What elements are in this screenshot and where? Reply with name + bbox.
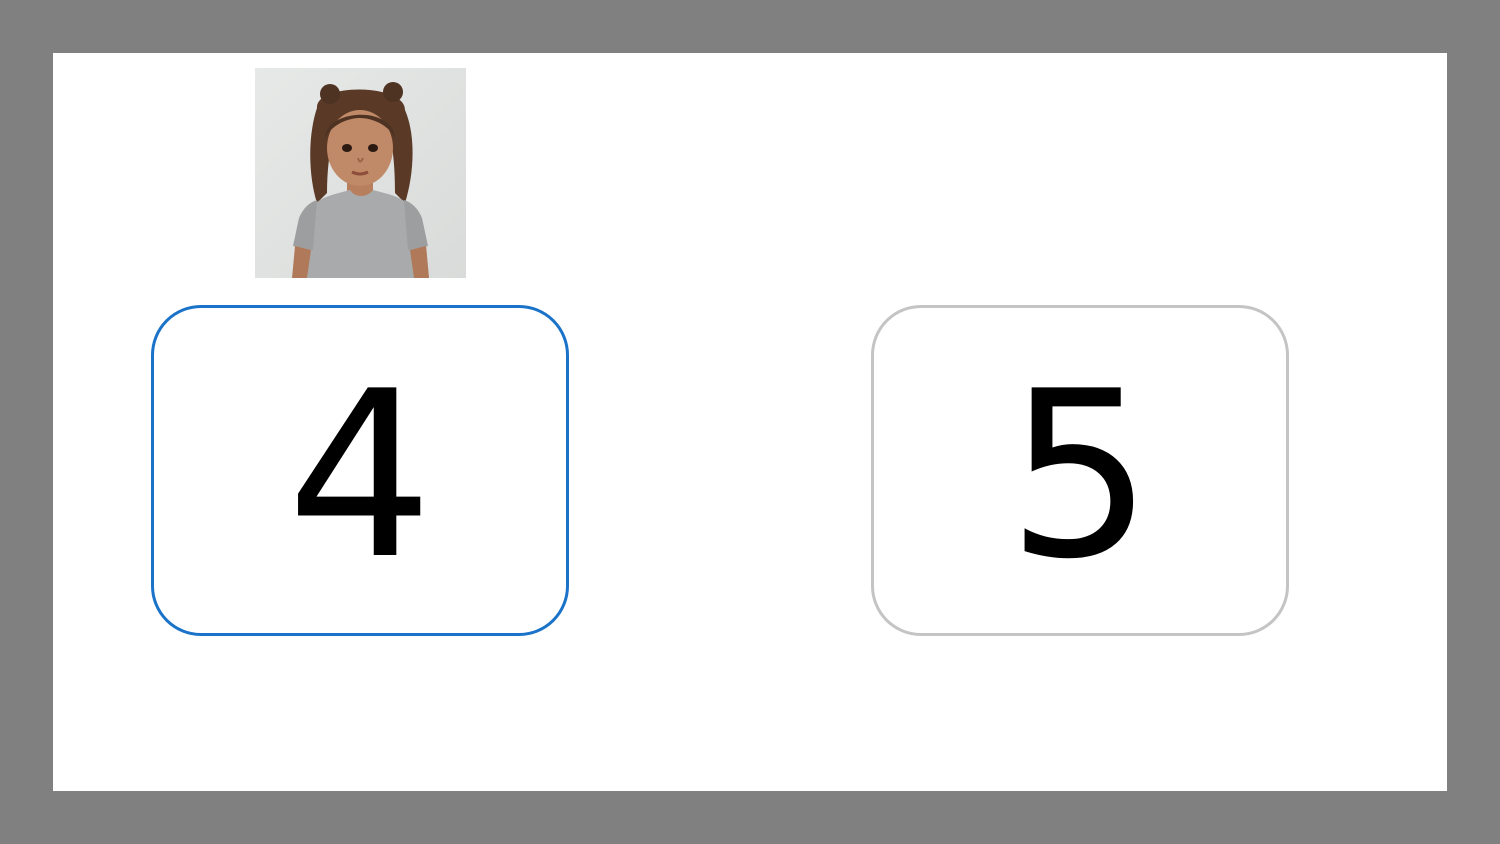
answer-option-4-label: 4 <box>286 342 434 610</box>
answer-option-4[interactable]: 4 <box>151 305 569 636</box>
answer-option-5[interactable]: 5 <box>871 305 1289 636</box>
answer-option-5-label: 5 <box>1006 342 1154 610</box>
child-portrait-icon <box>255 68 466 278</box>
child-portrait-image <box>255 68 466 278</box>
